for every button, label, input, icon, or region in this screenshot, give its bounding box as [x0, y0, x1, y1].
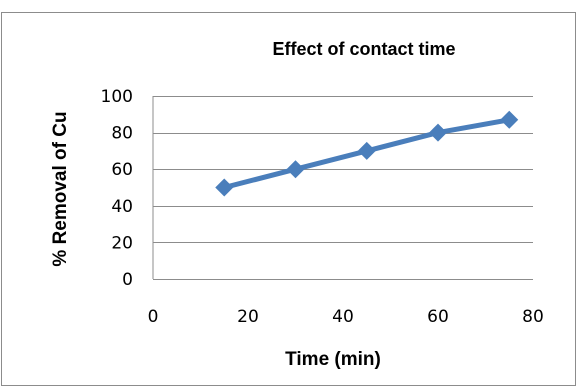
y-tick-label: 0 [122, 270, 133, 290]
y-tick-label: 40 [111, 197, 133, 217]
data-point-45 [357, 141, 376, 160]
y-tick-label: 60 [111, 160, 133, 180]
y-tick-labels: 0 20 40 60 80 100 [101, 87, 133, 290]
data-point-60 [429, 123, 447, 142]
x-tick-label: 60 [427, 307, 449, 327]
x-axis-label: Time (min) [285, 349, 381, 370]
x-tick-label: 80 [522, 307, 544, 327]
x-tick-label: 20 [237, 307, 259, 327]
data-point-15 [215, 178, 234, 197]
chart-title: Effect of contact time [272, 39, 455, 59]
y-tick-label: 80 [111, 124, 133, 144]
series-layer [215, 110, 519, 197]
data-point-75 [500, 110, 519, 129]
y-tick-label: 100 [101, 87, 133, 107]
chart-frame [1, 12, 576, 386]
gridlines [153, 96, 533, 280]
y-tick-label: 20 [111, 233, 133, 253]
x-tick-label: 40 [332, 307, 354, 327]
y-axis-label: % Removal of Cu [50, 111, 71, 266]
x-tick-label: 0 [148, 307, 159, 327]
x-tick-labels: 0 20 40 60 80 [148, 307, 544, 327]
data-point-30 [286, 160, 305, 179]
